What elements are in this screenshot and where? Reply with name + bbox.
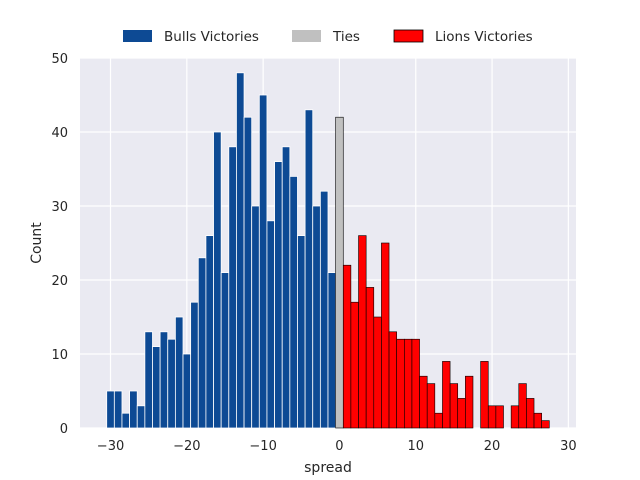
- y-axis-label: Count: [29, 222, 45, 264]
- bar-ties: [335, 116, 344, 429]
- bar-lions-victories: [480, 361, 489, 429]
- bar-lions-victories: [396, 338, 405, 429]
- bars-group: [106, 72, 550, 429]
- bar-lions-victories: [342, 264, 352, 429]
- x-tick-labels: −30 −20 −10 0 10 20 30: [97, 439, 577, 454]
- y-tick-label: 30: [51, 200, 68, 215]
- legend-swatch-ties: [292, 30, 321, 42]
- x-tick-label: 10: [407, 439, 424, 454]
- legend-label-ties: Ties: [332, 29, 360, 45]
- bar-lions-victories: [457, 398, 466, 429]
- bar-bulls-victories: [113, 390, 123, 429]
- bar-lions-victories: [449, 383, 459, 429]
- y-tick-label: 40: [51, 126, 68, 141]
- bar-bulls-victories: [136, 405, 146, 429]
- bar-lions-victories: [350, 301, 359, 429]
- legend: Bulls Victories Ties Lions Victories: [123, 29, 533, 45]
- bar-bulls-victories: [167, 338, 176, 429]
- bar-bulls-victories: [266, 220, 275, 429]
- bar-bulls-victories: [312, 205, 321, 429]
- bar-lions-victories: [388, 331, 397, 429]
- bar-bulls-victories: [243, 116, 253, 429]
- bar-bulls-victories: [319, 190, 329, 429]
- bar-lions-victories: [541, 420, 550, 429]
- bar-lions-victories: [442, 361, 451, 429]
- bar-bulls-victories: [297, 235, 306, 429]
- bar-lions-victories: [358, 235, 367, 429]
- bar-bulls-victories: [174, 316, 184, 429]
- bar-lions-victories: [487, 405, 497, 429]
- bar-lions-victories: [411, 338, 420, 429]
- bar-bulls-victories: [121, 412, 130, 429]
- bar-bulls-victories: [251, 205, 260, 429]
- bar-lions-victories: [381, 242, 390, 429]
- bar-bulls-victories: [327, 272, 337, 429]
- bar-bulls-victories: [197, 257, 207, 429]
- bar-lions-victories: [495, 405, 504, 429]
- bar-bulls-victories: [213, 131, 222, 429]
- bar-bulls-victories: [220, 272, 230, 429]
- bar-bulls-victories: [129, 390, 138, 429]
- x-tick-label: 20: [484, 439, 501, 454]
- bar-lions-victories: [419, 375, 428, 429]
- bar-lions-victories: [426, 383, 436, 429]
- bar-lions-victories: [365, 287, 375, 429]
- bar-lions-victories: [434, 412, 443, 429]
- bar-lions-victories: [373, 316, 382, 429]
- y-tick-label: 20: [51, 274, 68, 289]
- y-tick-label: 10: [51, 348, 68, 363]
- legend-swatch-bulls-victories: [123, 30, 152, 42]
- bar-lions-victories: [526, 398, 535, 429]
- bar-bulls-victories: [106, 390, 115, 429]
- x-tick-label: −30: [97, 439, 124, 454]
- legend-label-bulls-victories: Bulls Victories: [164, 29, 259, 45]
- bar-lions-victories: [518, 383, 527, 429]
- y-tick-label: 50: [51, 52, 68, 67]
- bar-bulls-victories: [289, 175, 298, 429]
- bar-bulls-victories: [274, 161, 283, 429]
- bar-bulls-victories: [258, 94, 268, 429]
- y-tick-labels: 0 10 20 30 40 50: [51, 52, 68, 437]
- bar-bulls-victories: [236, 72, 245, 429]
- bar-bulls-victories: [152, 346, 161, 429]
- x-tick-label: −20: [173, 439, 200, 454]
- bar-lions-victories: [404, 338, 413, 429]
- bar-bulls-victories: [190, 301, 199, 429]
- bar-bulls-victories: [144, 331, 153, 429]
- legend-label-lions-victories: Lions Victories: [435, 29, 533, 45]
- bar-lions-victories: [510, 405, 520, 429]
- bar-bulls-victories: [228, 146, 237, 429]
- x-tick-label: −10: [249, 439, 276, 454]
- legend-swatch-lions-victories: [393, 29, 424, 43]
- x-tick-label: 0: [335, 439, 343, 454]
- x-axis-label: spread: [304, 460, 352, 476]
- y-tick-label: 0: [60, 422, 68, 437]
- bar-bulls-victories: [281, 146, 291, 429]
- bar-bulls-victories: [205, 235, 214, 429]
- x-tick-label: 30: [560, 439, 577, 454]
- bar-bulls-victories: [159, 331, 169, 429]
- bar-lions-victories: [465, 375, 474, 429]
- bar-bulls-victories: [304, 109, 314, 429]
- bar-bulls-victories: [182, 353, 192, 429]
- bar-lions-victories: [533, 412, 542, 429]
